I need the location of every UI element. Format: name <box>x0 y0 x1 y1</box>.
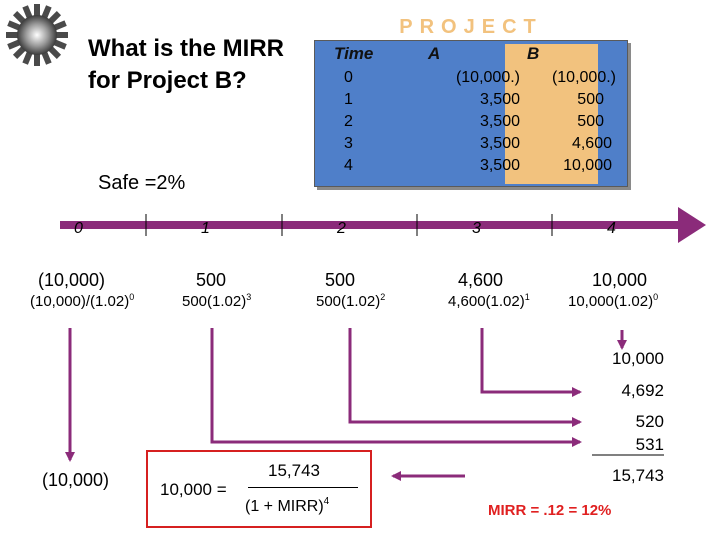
project-b-highlight <box>505 44 598 184</box>
fraction-bar <box>248 487 358 488</box>
header-time: Time <box>334 44 374 63</box>
pv-outflow: (10,000) <box>42 470 110 490</box>
terminal-total: 15,743 <box>612 466 664 485</box>
cash-flow: 500 <box>325 270 356 290</box>
cell-time: 0 <box>344 69 353 86</box>
cell-b: 4,600 <box>571 135 612 152</box>
gear-icon <box>6 4 68 66</box>
cash-flow: 4,600 <box>458 270 504 290</box>
compound-expression: 4,600(1.02)1 <box>448 292 530 310</box>
safe-rate-label: Safe =2% <box>98 172 186 194</box>
cell-b: (10,000.) <box>551 69 616 86</box>
cell-a: (10,000.) <box>455 69 520 86</box>
period-label: 2 <box>337 220 346 237</box>
cell-time: 2 <box>344 113 353 130</box>
cash-flow: 500 <box>196 270 227 290</box>
terminal-value: 520 <box>635 412 664 431</box>
compound-expression: (10,000)/(1.02)0 <box>30 292 135 310</box>
mirr-equation-box <box>146 450 372 528</box>
compound-expression: 500(1.02)3 <box>182 292 252 310</box>
cell-time: 3 <box>344 135 353 152</box>
arrow-period-1 <box>210 328 582 447</box>
terminal-value: 10,000 <box>612 349 664 368</box>
cell-a: 3,500 <box>479 135 520 152</box>
cell-time: 4 <box>344 157 353 174</box>
cell-b: 500 <box>577 113 604 130</box>
project-table-title: PROJECT <box>399 16 543 38</box>
arrow-period-2 <box>348 328 582 427</box>
period-label: 0 <box>74 220 83 237</box>
cash-flow: 10,000 <box>592 270 648 290</box>
equation-numerator: 15,743 <box>268 461 320 480</box>
compound-expression: 500(1.02)2 <box>316 292 386 310</box>
terminal-value: 531 <box>635 435 664 454</box>
arrow-period-3 <box>480 328 582 397</box>
period-label: 3 <box>472 220 481 237</box>
header-b: B <box>527 44 540 63</box>
equation-left: 10,000 = <box>160 480 227 499</box>
cell-b: 500 <box>577 91 604 108</box>
cell-a: 3,500 <box>479 157 520 174</box>
header-a: A <box>428 44 441 63</box>
period-label: 1 <box>201 220 210 237</box>
cash-flow: (10,000) <box>38 270 106 290</box>
equation-denominator: (1 + MIRR)4 <box>245 496 330 515</box>
question-text: What is the MIRR for Project B? <box>88 35 284 94</box>
cell-b: 10,000 <box>563 157 612 174</box>
terminal-value: 4,692 <box>621 381 664 400</box>
period-label: 4 <box>607 220 616 237</box>
cell-time: 1 <box>344 91 353 108</box>
timeline-bar <box>60 221 680 229</box>
cell-a: 3,500 <box>479 91 520 108</box>
timeline-arrowhead <box>678 207 706 243</box>
compound-expression: 10,000(1.02)0 <box>568 292 659 310</box>
mirr-result: MIRR = .12 = 12% <box>488 502 612 519</box>
cell-a: 3,500 <box>479 113 520 130</box>
